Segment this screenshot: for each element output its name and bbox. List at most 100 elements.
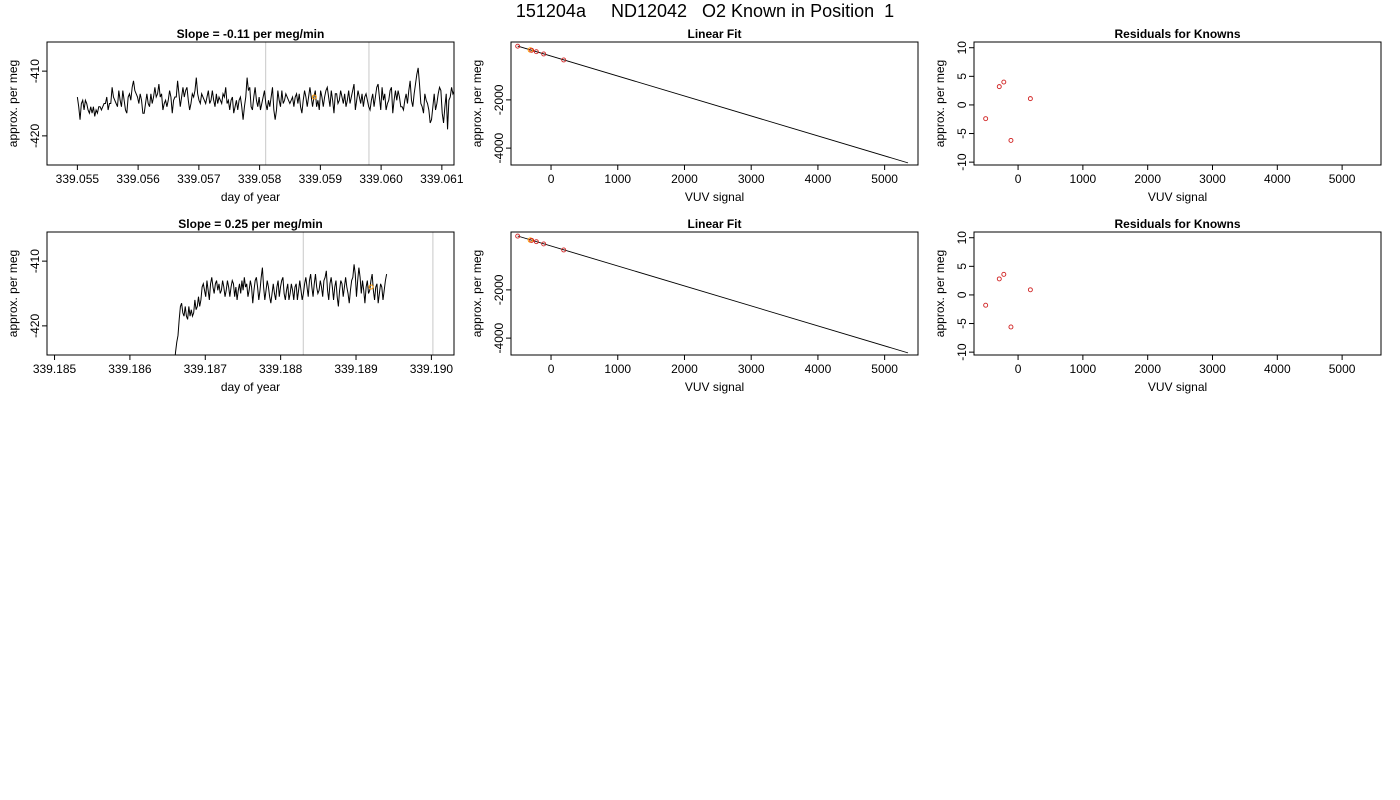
x-tick-label: 2000 — [671, 172, 698, 186]
series-line — [174, 264, 388, 355]
x-tick-label: 5000 — [1329, 362, 1356, 376]
x-tick-label: 0 — [1015, 172, 1022, 186]
x-tick-label: 339.058 — [238, 172, 282, 186]
chart-title: Residuals for Knowns — [1114, 217, 1240, 231]
x-tick-label: 5000 — [871, 362, 898, 376]
x-tick-label: 339.188 — [259, 362, 303, 376]
y-axis-label: approx. per meg — [6, 250, 20, 337]
y-tick-label: 10 — [955, 231, 969, 245]
y-tick-label: -2000 — [492, 84, 506, 115]
x-tick-label: 339.187 — [184, 362, 228, 376]
y-tick-label: 0 — [955, 291, 969, 298]
fit-line — [517, 45, 909, 164]
y-axis-label: approx. per meg — [470, 60, 484, 147]
x-axis-label: VUV signal — [685, 380, 744, 394]
y-tick-label: -10 — [955, 343, 969, 361]
x-tick-label: 339.056 — [116, 172, 160, 186]
residual-point — [1001, 271, 1007, 277]
residual-point — [1001, 79, 1007, 85]
x-tick-label: 2000 — [1134, 172, 1161, 186]
y-axis-label: approx. per meg — [933, 60, 947, 147]
series-line — [76, 67, 454, 130]
residual-point — [1008, 324, 1014, 330]
known-point — [541, 241, 547, 247]
plot-frame — [510, 231, 919, 356]
y-tick-label: 0 — [955, 101, 969, 108]
x-tick-label: 3000 — [738, 172, 765, 186]
x-tick-label: 5000 — [1329, 172, 1356, 186]
y-tick-label: 5 — [955, 263, 969, 270]
x-tick-label: 1000 — [604, 172, 631, 186]
plot-frame — [46, 41, 455, 166]
y-tick-label: -4000 — [492, 132, 506, 163]
chart-panel-4: Slope = 0.25 per meg/min 339.185 339.186 33… — [6, 217, 455, 394]
y-axis-label: approx. per meg — [470, 250, 484, 337]
x-tick-label: 3000 — [1199, 362, 1226, 376]
y-tick-label: -2000 — [492, 274, 506, 305]
plot-frame — [510, 41, 919, 166]
chart-panel-3: Residuals for Knowns 0 1000 2000 3000 4000 500… — [933, 27, 1382, 204]
plot-frame — [46, 231, 455, 356]
x-tick-label: 0 — [548, 172, 555, 186]
highlight-point — [368, 284, 374, 290]
chart-panel-5: Linear Fit 0 1000 2000 3000 4000 5000 -2000 -400… — [470, 217, 919, 394]
known-point — [529, 47, 535, 53]
x-tick-label: 4000 — [1264, 172, 1291, 186]
chart-title: Linear Fit — [687, 217, 741, 231]
x-axis-label: VUV signal — [1148, 190, 1207, 204]
x-tick-label: 3000 — [1199, 172, 1226, 186]
x-tick-label: 339.060 — [359, 172, 403, 186]
y-tick-label: -4000 — [492, 322, 506, 353]
x-tick-label: 339.185 — [33, 362, 77, 376]
known-point — [533, 239, 539, 245]
x-tick-label: 1000 — [1070, 172, 1097, 186]
x-tick-label: 339.057 — [177, 172, 221, 186]
x-axis-label: VUV signal — [1148, 380, 1207, 394]
y-tick-label: -420 — [28, 314, 42, 338]
chart-title: Slope = -0.11 per meg/min — [177, 27, 325, 41]
residual-point — [983, 302, 989, 308]
residual-point — [983, 116, 989, 122]
x-tick-label: 339.055 — [56, 172, 100, 186]
x-axis-label: day of year — [221, 380, 280, 394]
chart-title: Linear Fit — [687, 27, 741, 41]
y-tick-label: 10 — [955, 41, 969, 55]
y-tick-label: -410 — [28, 249, 42, 273]
x-tick-label: 339.189 — [334, 362, 378, 376]
x-tick-label: 0 — [1015, 362, 1022, 376]
x-tick-label: 339.186 — [108, 362, 152, 376]
plot-frame — [973, 41, 1382, 166]
chart-panel-6: Residuals for Knowns 0 1000 2000 3000 4000 500… — [933, 217, 1382, 394]
residual-point — [1027, 96, 1033, 102]
x-tick-label: 5000 — [871, 172, 898, 186]
y-tick-label: -410 — [28, 59, 42, 83]
known-point — [515, 43, 521, 49]
known-point — [533, 49, 539, 55]
x-tick-label: 339.061 — [420, 172, 464, 186]
chart-title: Slope = 0.25 per meg/min — [178, 217, 322, 231]
y-tick-label: 5 — [955, 73, 969, 80]
known-point — [529, 237, 535, 243]
y-tick-label: -420 — [28, 124, 42, 148]
highlight-point — [311, 94, 317, 100]
chart-panel-1: Slope = -0.11 per meg/min 339.055 339.056 3… — [6, 27, 464, 204]
y-tick-label: -5 — [955, 318, 969, 329]
residual-point — [996, 84, 1002, 90]
x-axis-label: day of year — [221, 190, 280, 204]
known-point — [541, 51, 547, 57]
page-title: 151204a ND12042 O2 Known in Position 1 — [515, 1, 895, 21]
fit-line — [517, 235, 909, 354]
x-tick-label: 4000 — [1264, 362, 1291, 376]
x-tick-label: 0 — [548, 362, 555, 376]
x-tick-label: 2000 — [671, 362, 698, 376]
x-tick-label: 3000 — [738, 362, 765, 376]
known-point — [561, 57, 567, 63]
x-tick-label: 4000 — [805, 172, 832, 186]
residual-point — [1008, 137, 1014, 143]
x-axis-label: VUV signal — [685, 190, 744, 204]
y-tick-label: -10 — [955, 153, 969, 171]
x-tick-label: 1000 — [604, 362, 631, 376]
chart-title: Residuals for Knowns — [1114, 27, 1240, 41]
chart-panel-2: Linear Fit 0 1000 2000 3000 4000 5000 -2000 -400… — [470, 27, 919, 204]
